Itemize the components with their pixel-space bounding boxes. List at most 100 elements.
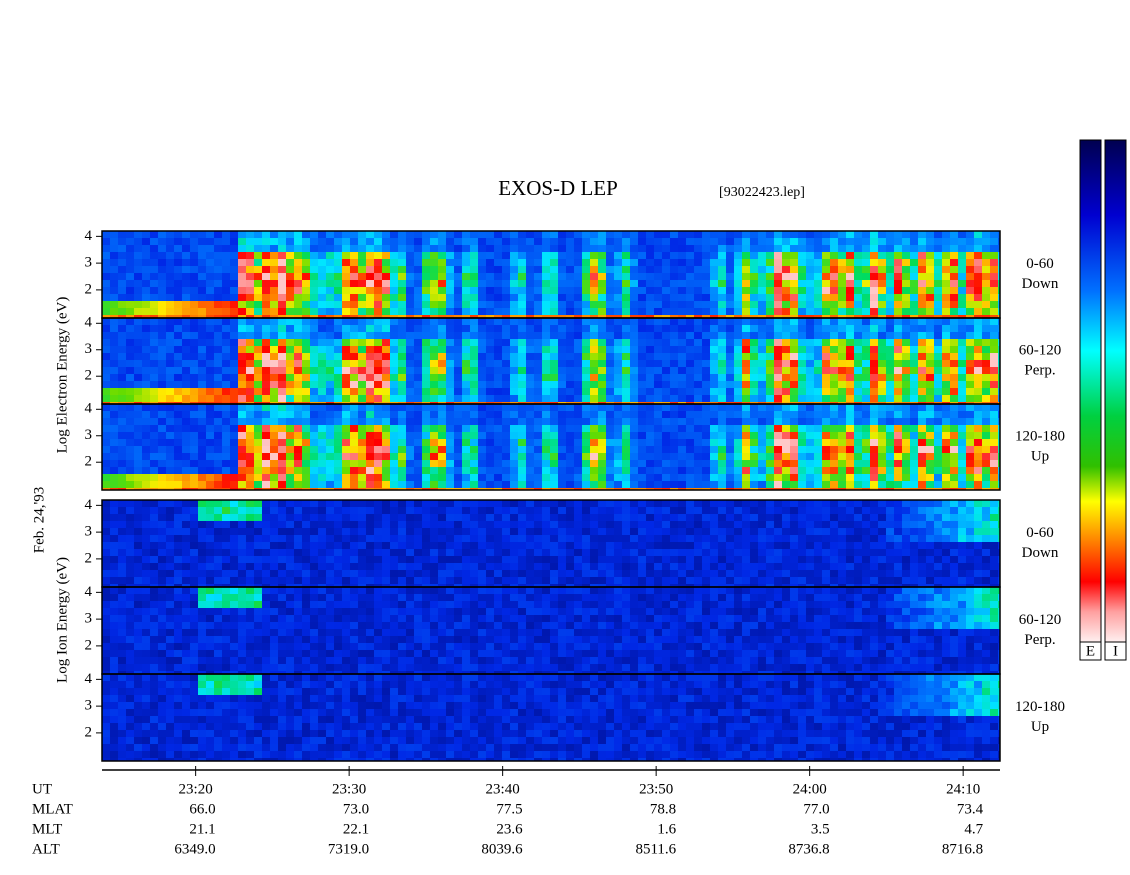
spectrogram-cell [910,280,918,287]
spectrogram-cell [710,446,718,453]
spectrogram-cell [798,404,806,411]
spectrogram-cell [270,404,278,411]
spectrogram-cell [142,500,150,507]
spectrogram-cell [190,507,198,514]
spectrogram-cell [390,367,398,374]
spectrogram-cell [862,339,870,346]
spectrogram-cell [622,488,630,490]
spectrogram-cell [998,402,1000,404]
spectrogram-cell [702,404,710,411]
spectrogram-cell [222,395,230,402]
spectrogram-cell [422,273,430,280]
spectrogram-cell [174,542,182,549]
spectrogram-cell [318,367,326,374]
spectrogram-cell [286,273,294,280]
spectrogram-cell [686,460,694,467]
spectrogram-cell [990,367,998,374]
spectrogram-cell [798,294,806,301]
spectrogram-cell [710,425,718,432]
spectrogram-cell [950,467,958,474]
spectrogram-cell [246,404,254,411]
spectrogram-cell [718,411,726,418]
spectrogram-cell [438,402,446,404]
spectrogram-cell [278,521,286,528]
spectrogram-cell [334,467,342,474]
spectrogram-cell [670,360,678,367]
spectrogram-cell [238,381,246,388]
spectrogram-cell [902,367,910,374]
spectrogram-cell [886,446,894,453]
spectrogram-cell [870,411,878,418]
spectrogram-cell [214,231,222,238]
spectrogram-cell [406,266,414,273]
spectrogram-cell [806,418,814,425]
spectrogram-cell [302,481,310,488]
spectrogram-cell [574,367,582,374]
spectrogram-cell [838,432,846,439]
spectrogram-cell [694,301,702,308]
spectrogram-cell [566,259,574,266]
spectrogram-cell [262,481,270,488]
spectrogram-cell [206,584,214,587]
spectrogram-cell [702,231,710,238]
spectrogram-cell [294,318,302,325]
spectrogram-cell [206,542,214,549]
spectrogram-cell [558,474,566,481]
spectrogram-cell [494,294,502,301]
spectrogram-cell [214,245,222,252]
spectrogram-cell [934,474,942,481]
spectrogram-cell [558,315,566,318]
spectrogram-cell [678,374,686,381]
spectrogram-cell [686,287,694,294]
spectrogram-cell [334,318,342,325]
spectrogram-cell [390,453,398,460]
spectrogram-cell [350,346,358,353]
spectrogram-cell [126,521,134,528]
spectrogram-cell [222,308,230,315]
spectrogram-cell [830,280,838,287]
spectrogram-cell [830,301,838,308]
spectrogram-cell [966,411,974,418]
spectrogram-cell [670,325,678,332]
spectrogram-cell [566,318,574,325]
spectrogram-cell [310,360,318,367]
spectrogram-cell [782,245,790,252]
spectrogram-cell [926,446,934,453]
spectrogram-cell [918,474,926,481]
spectrogram-cell [886,374,894,381]
spectrogram-cell [126,252,134,259]
spectrogram-cell [854,353,862,360]
spectrogram-cell [510,432,518,439]
spectrogram-cell [526,252,534,259]
spectrogram-cell [550,411,558,418]
spectrogram-cell [910,425,918,432]
spectrogram-cell [870,474,878,481]
spectrogram-cell [446,367,454,374]
spectrogram-cell [878,346,886,353]
spectrogram-cell [854,360,862,367]
spectrogram-cell [710,404,718,411]
spectrogram-cell [590,404,598,411]
spectrogram-cell [926,266,934,273]
spectrogram-cell [982,360,990,367]
spectrogram-cell [942,460,950,467]
spectrogram-cell [486,411,494,418]
spectrogram-cell [430,549,438,556]
spectrogram-cell [742,353,750,360]
spectrogram-cell [974,294,982,301]
spectrogram-cell [358,360,366,367]
spectrogram-cell [902,411,910,418]
spectrogram-cell [222,514,230,521]
spectrogram-cell [246,395,254,402]
spectrogram-cell [782,238,790,245]
spectrogram-cell [454,332,462,339]
spectrogram-cell [158,453,166,460]
spectrogram-cell [262,563,270,570]
spectrogram-cell [262,301,270,308]
spectrogram-cell [206,339,214,346]
spectrogram-cell [190,500,198,507]
spectrogram-cell [590,301,598,308]
spectrogram-cell [550,367,558,374]
spectrogram-cell [150,280,158,287]
spectrogram-cell [886,460,894,467]
